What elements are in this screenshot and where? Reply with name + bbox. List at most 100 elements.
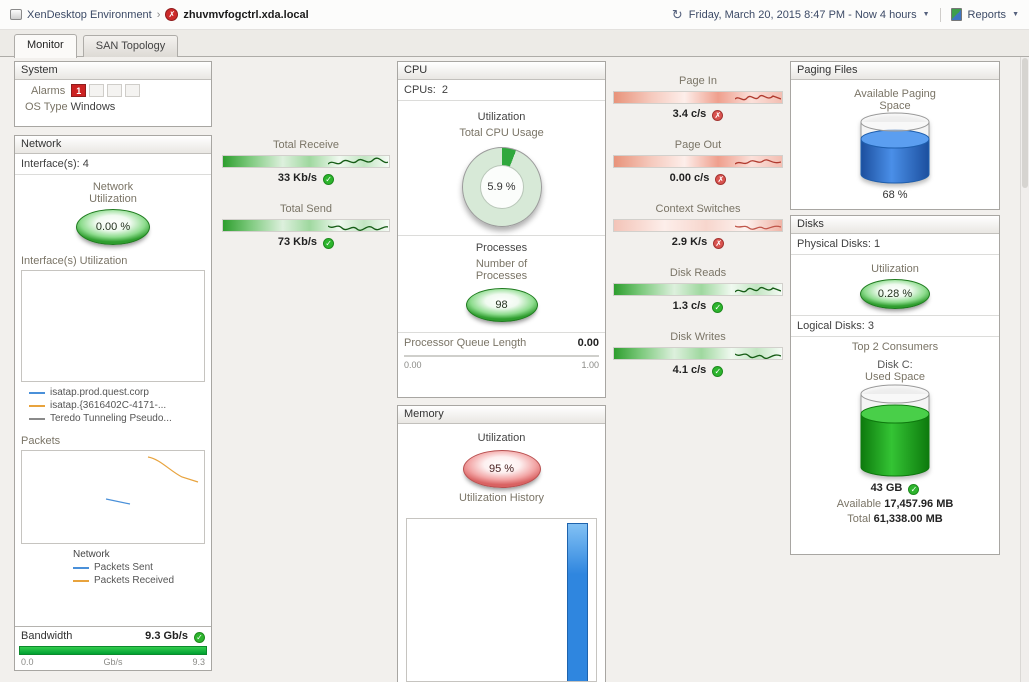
page-in-value: 3.4 c/s — [672, 108, 707, 120]
bandwidth-scale-min: 0.0 — [21, 657, 34, 667]
memory-panel-title: Memory — [398, 406, 605, 424]
disk-reads-sparkline — [613, 283, 783, 296]
total-send-value: 73 Kb/s — [277, 236, 318, 248]
queue-scale-max: 1.00 — [581, 360, 599, 370]
network-panel-title: Network — [15, 136, 211, 154]
time-range-selector[interactable]: Friday, March 20, 2015 8:47 PM - Now 4 h… — [688, 8, 917, 21]
page-out-value-row: 0.00 c/s ✗ — [608, 170, 788, 185]
alarm-box-empty — [125, 84, 141, 97]
disk-c-label: Disk C: — [877, 359, 913, 371]
cpus-value: 2 — [441, 84, 449, 96]
disk-reads-value-row: 1.3 c/s ✓ — [608, 298, 788, 313]
physical-disks-count: Physical Disks: 1 — [791, 234, 999, 255]
tab-bar: Monitor SAN Topology — [0, 30, 1029, 58]
total-send-sparkline — [222, 219, 390, 232]
paging-files-panel-title: Paging Files — [791, 62, 999, 80]
tab-monitor[interactable]: Monitor — [14, 34, 77, 58]
time-range-dropdown-icon[interactable]: ▼ — [922, 11, 930, 18]
packets-label: Packets — [21, 435, 61, 447]
time-range-icon: ↻ — [671, 6, 683, 22]
reports-menu[interactable]: Reports — [967, 8, 1007, 21]
available-label: Available — [836, 498, 882, 510]
disk-writes-value-row: 4.1 c/s ✓ — [608, 362, 788, 377]
paging-space-value: 68 % — [882, 189, 908, 201]
breadcrumb-environment[interactable]: XenDesktop Environment — [27, 8, 152, 21]
breadcrumb-separator-icon: › — [156, 8, 161, 21]
alarm-count-critical[interactable]: 1 — [71, 84, 87, 97]
used-space-label: Used Space — [865, 371, 925, 383]
interfaces-legend: isatap.prod.quest.corp isatap.{3616402C-… — [15, 386, 211, 425]
bandwidth-scale-max: 9.3 — [192, 657, 205, 667]
scrollbar-thumb[interactable] — [1022, 58, 1028, 188]
page-in-block: Page In 3.4 c/s ✗ — [608, 75, 788, 121]
alarms-label: Alarms — [31, 84, 66, 97]
top-consumers-label: Top 2 Consumers — [851, 341, 939, 353]
queue-scale-min: 0.00 — [404, 360, 422, 370]
processes-section: Processes Number of Processes 98 — [398, 235, 605, 322]
used-space-value-row: 43 GB ✓ — [791, 482, 999, 495]
context-switches-sparkline — [613, 219, 783, 232]
bandwidth-value: 9.3 Gb/s — [145, 630, 188, 642]
memory-utilization-value: 95 % — [488, 463, 515, 475]
os-type-value: Windows — [70, 101, 116, 113]
packets-legend: Network Packets Sent Packets Received — [15, 548, 211, 587]
memory-history-bar — [567, 523, 588, 681]
alarm-box-empty — [107, 84, 123, 97]
network-utilization-label: Network Utilization — [89, 181, 137, 205]
legend-label: Teredo Tunneling Pseudo... — [50, 413, 172, 424]
interfaces-utilization-label: Interface(s) Utilization — [21, 255, 128, 267]
number-of-processes-gauge: 98 — [465, 288, 538, 322]
topbar-actions: ↻ Friday, March 20, 2015 8:47 PM - Now 4… — [672, 7, 1019, 23]
legend-label: isatap.{3616402C-4171-... — [50, 400, 167, 411]
cpu-usage-gauge: 5.9 % — [461, 147, 542, 227]
context-switches-value-row: 2.9 K/s ✗ — [608, 234, 788, 249]
legend-line-swatch — [29, 404, 45, 407]
bandwidth-scale: 0.0 Gb/s 9.3 — [15, 656, 211, 668]
packets-legend-title: Network — [73, 549, 110, 560]
disk-utilization-label: Utilization — [871, 263, 919, 275]
number-of-processes-value: 98 — [495, 299, 508, 311]
queue-length-section: Processor Queue Length 0.00 0.00 1.00 — [398, 332, 605, 371]
breadcrumb-host[interactable]: zhuvmvfogctrl.xda.local — [183, 8, 309, 21]
page-in-value-row: 3.4 c/s ✗ — [608, 106, 788, 121]
legend-line-swatch — [29, 417, 45, 420]
legend-item: isatap.{3616402C-4171-... — [15, 399, 211, 412]
memory-utilization-gauge: 95 % — [462, 450, 541, 488]
legend-label: isatap.prod.quest.corp — [50, 387, 149, 398]
disk-writes-value: 4.1 c/s — [672, 364, 707, 376]
vertical-scrollbar[interactable] — [1020, 57, 1029, 682]
used-space-value: 43 GB — [870, 482, 903, 494]
disk-writes-block: Disk Writes 4.1 c/s ✓ — [608, 331, 788, 377]
disk-utilization-gauge: 0.28 % — [860, 279, 930, 309]
disk-writes-sparkline — [613, 347, 783, 360]
paging-cylinder-gauge — [791, 112, 999, 189]
used-space-ok-icon: ✓ — [908, 484, 920, 495]
processes-label: Processes — [475, 242, 528, 254]
page-in-sparkline — [613, 91, 783, 104]
disks-panel-title: Disks — [791, 216, 999, 234]
legend-item: Packets Sent — [59, 561, 211, 574]
queue-length-track — [404, 355, 599, 357]
queue-length-value: 0.00 — [577, 337, 599, 349]
page-in-alarm-icon: ✗ — [712, 110, 724, 121]
context-switches-alarm-icon: ✗ — [713, 238, 725, 249]
page-out-block: Page Out 0.00 c/s ✗ — [608, 139, 788, 185]
total-send-ok-icon: ✓ — [323, 238, 335, 249]
network-panel: Network Interface(s): 4 Network Utilizat… — [14, 135, 212, 671]
available-paging-space-label: Available Paging Space — [854, 88, 936, 112]
legend-line-swatch — [73, 579, 89, 582]
tab-san-topology[interactable]: SAN Topology — [82, 35, 179, 57]
legend-line-swatch — [73, 566, 89, 569]
context-switches-value: 2.9 K/s — [671, 236, 708, 248]
reports-dropdown-icon[interactable]: ▼ — [1012, 11, 1019, 18]
environment-icon — [10, 9, 22, 20]
total-receive-sparkline — [222, 155, 390, 168]
total-send-block: Total Send 73 Kb/s ✓ — [216, 203, 396, 249]
total-send-label: Total Send — [280, 203, 332, 215]
packets-chart — [21, 450, 205, 544]
network-utilization-gauge: 0.00 % — [76, 209, 150, 245]
page-out-label: Page Out — [674, 139, 722, 151]
host-error-status-icon: ✗ — [165, 8, 179, 21]
disk-reads-ok-icon: ✓ — [712, 302, 724, 313]
